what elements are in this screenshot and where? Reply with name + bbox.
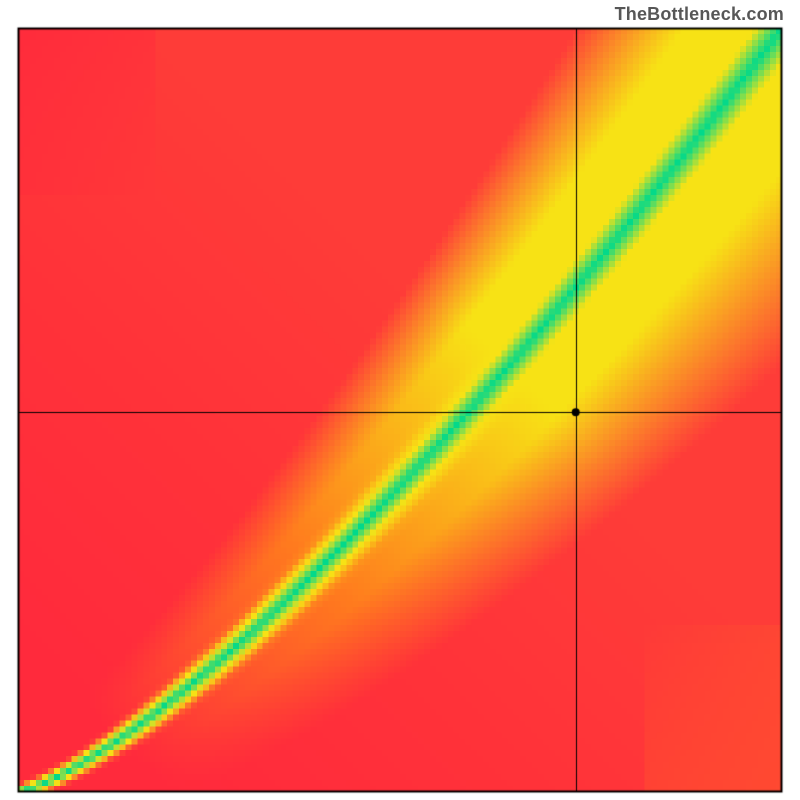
heatmap-canvas	[18, 28, 782, 792]
chart-container: TheBottleneck.com	[0, 0, 800, 800]
watermark-text: TheBottleneck.com	[615, 4, 784, 25]
